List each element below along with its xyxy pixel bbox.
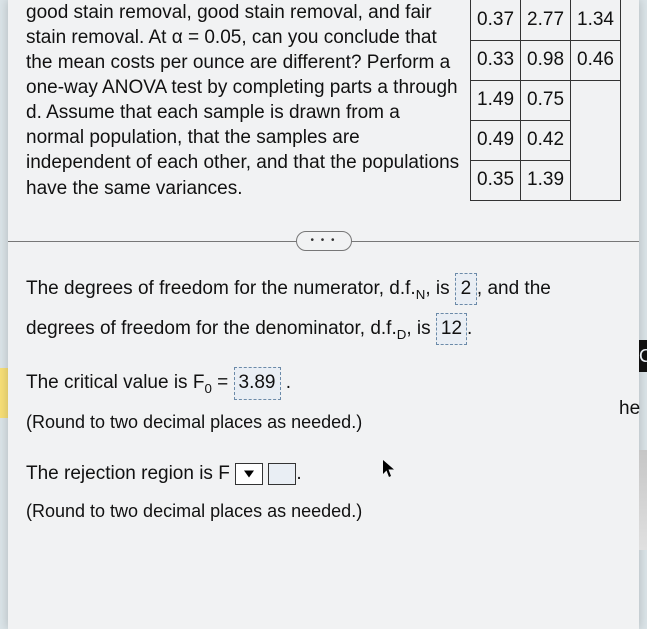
table-cell: 0.37 [471,0,521,40]
text: degrees of freedom for the denominator, … [26,318,397,339]
right-edge-fragment-2: he [619,398,647,424]
text: . [281,372,292,393]
text: The rejection region is F [26,463,235,484]
table-cell: 0.75 [521,80,571,120]
left-edge-highlight [0,368,8,418]
table-cell: 0.46 [571,40,621,80]
text: , is [406,318,436,339]
text: = [212,372,234,393]
table-cell: 1.49 [471,80,521,120]
table-cell [571,120,621,160]
expand-pill[interactable]: • • • [296,231,352,251]
table-cell: 2.77 [521,0,571,40]
data-table: 0.37 2.77 1.34 0.33 0.98 0.46 1.49 0.75 … [470,0,621,201]
text: , is [425,278,455,299]
text: , and the [477,278,551,299]
rounding-note-1: (Round to two decimal places as needed.) [26,408,621,437]
cursor-icon [382,459,396,479]
top-row: good stain removal, good stain removal, … [26,0,621,201]
table-cell: 0.33 [471,40,521,80]
df-denominator-line: degrees of freedom for the denominator, … [26,313,621,345]
table-cell: 0.42 [521,120,571,160]
table-cell: 0.49 [471,120,521,160]
right-edge-fragment-3 [639,450,647,550]
text: . [467,318,472,339]
critical-value-line: The critical value is F0 = 3.89 . [26,367,621,399]
subscript-n: N [416,286,426,301]
problem-statement: good stain removal, good stain removal, … [26,0,470,201]
text: The critical value is F [26,372,204,393]
subscript-d: D [397,327,407,342]
df-numerator-line: The degrees of freedom for the numerator… [26,273,621,305]
answer-f0[interactable]: 3.89 [234,367,281,399]
answer-dfd[interactable]: 12 [436,313,467,345]
rounding-note-2: (Round to two decimal places as needed.) [26,497,621,526]
section-divider: • • • [26,231,621,251]
table-cell [571,80,621,120]
table-cell: 1.34 [571,0,621,40]
right-edge-fragment-1: C [639,340,647,372]
table-cell: 0.35 [471,160,521,200]
text: . [296,463,301,484]
subscript-zero: 0 [204,381,211,396]
text: The degrees of freedom for the numerator… [26,278,416,299]
comparison-dropdown[interactable] [235,463,263,485]
answer-area: The degrees of freedom for the numerator… [26,273,621,526]
table-cell: 0.98 [521,40,571,80]
question-page: good stain removal, good stain removal, … [8,0,639,629]
table-cell [571,160,621,200]
table-cell: 1.39 [521,160,571,200]
answer-dfn[interactable]: 2 [455,273,477,305]
rejection-region-line: The rejection region is F . [26,459,621,489]
rejection-value-input[interactable] [268,463,296,485]
